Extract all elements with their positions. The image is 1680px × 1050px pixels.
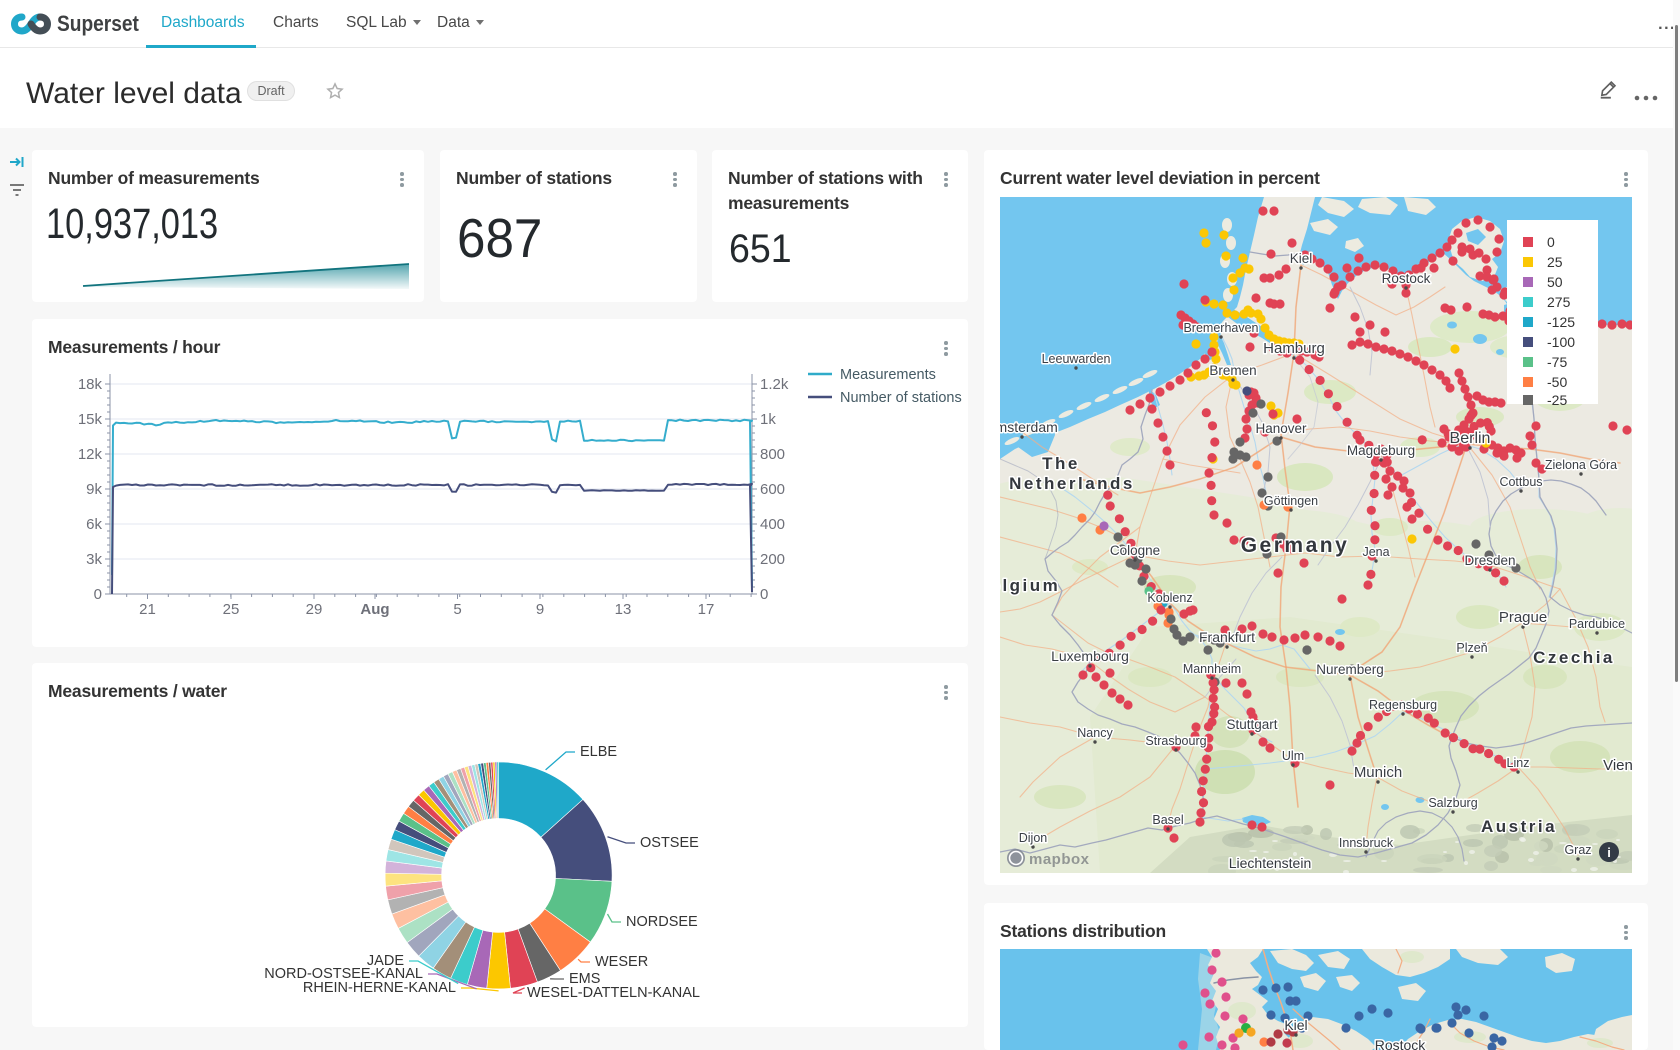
svg-text:Göttingen: Göttingen: [1264, 494, 1318, 508]
svg-text:Leeuwarden: Leeuwarden: [1042, 352, 1111, 366]
svg-text:Vien: Vien: [1603, 757, 1632, 774]
svg-text:Frankfurt: Frankfurt: [1199, 629, 1255, 645]
svg-text:Magdeburg: Magdeburg: [1347, 443, 1415, 458]
svg-text:Ulm: Ulm: [1282, 749, 1304, 763]
svg-text:NORDSEE: NORDSEE: [626, 914, 698, 930]
svg-text:NORD-OSTSEE-KANAL: NORD-OSTSEE-KANAL: [264, 966, 423, 982]
svg-text:Number of stations: Number of stations: [840, 390, 962, 406]
svg-text:i: i: [1607, 845, 1611, 860]
svg-text:Cologne: Cologne: [1110, 543, 1160, 558]
svg-text:Dijon: Dijon: [1019, 831, 1048, 845]
svg-text:WESER: WESER: [595, 954, 648, 970]
svg-text:-25: -25: [1547, 392, 1567, 408]
svg-text:Dresden: Dresden: [1464, 553, 1515, 568]
svg-text:1k: 1k: [760, 411, 776, 428]
svg-text:Munich: Munich: [1354, 764, 1402, 781]
svg-text:50: 50: [1547, 274, 1563, 290]
svg-text:Prague: Prague: [1499, 609, 1547, 626]
svg-text:Netherlands: Netherlands: [1009, 474, 1135, 493]
svg-text:17: 17: [698, 601, 715, 618]
svg-text:JADE: JADE: [367, 953, 404, 969]
svg-text:21: 21: [139, 601, 156, 618]
svg-text:-125: -125: [1547, 314, 1575, 330]
svg-text:5: 5: [453, 601, 461, 618]
svg-text:Measurements: Measurements: [840, 367, 936, 383]
svg-text:275: 275: [1547, 294, 1571, 310]
svg-text:mapbox: mapbox: [1029, 851, 1090, 868]
svg-text:Graz: Graz: [1564, 843, 1591, 857]
svg-text:Mannheim: Mannheim: [1183, 662, 1241, 676]
svg-text:Salzburg: Salzburg: [1428, 796, 1477, 810]
svg-text:Cottbus: Cottbus: [1499, 475, 1542, 489]
svg-text:Czechia: Czechia: [1533, 648, 1615, 667]
svg-text:Luxembourg: Luxembourg: [1051, 648, 1129, 664]
svg-text:Innsbruck: Innsbruck: [1339, 836, 1394, 850]
svg-text:Strasbourg: Strasbourg: [1145, 734, 1206, 748]
svg-text:Pardubice: Pardubice: [1569, 617, 1625, 631]
svg-text:Bremen: Bremen: [1209, 363, 1256, 378]
svg-text:600: 600: [760, 481, 785, 498]
svg-text:400: 400: [760, 516, 785, 533]
svg-text:Hanover: Hanover: [1255, 421, 1307, 436]
svg-text:15k: 15k: [78, 411, 103, 428]
svg-text:Hamburg: Hamburg: [1263, 340, 1325, 357]
svg-text:800: 800: [760, 446, 785, 463]
svg-text:12k: 12k: [78, 446, 103, 463]
svg-text:Kiel: Kiel: [1290, 251, 1313, 266]
svg-text:Liechtenstein: Liechtenstein: [1229, 855, 1312, 871]
svg-text:Jena: Jena: [1362, 545, 1389, 559]
svg-text:The: The: [1042, 454, 1080, 473]
svg-text:Austria: Austria: [1481, 817, 1557, 836]
svg-text:Aug: Aug: [360, 601, 389, 618]
svg-text:OSTSEE: OSTSEE: [640, 835, 699, 851]
svg-text:200: 200: [760, 551, 785, 568]
svg-text:Linz: Linz: [1507, 756, 1530, 770]
svg-text:Berlin: Berlin: [1450, 430, 1491, 447]
svg-text:Regensburg: Regensburg: [1369, 698, 1437, 712]
svg-text:3k: 3k: [86, 551, 102, 568]
svg-text:6k: 6k: [86, 516, 102, 533]
svg-text:EMS: EMS: [569, 971, 600, 987]
svg-text:9: 9: [536, 601, 544, 618]
svg-text:ELBE: ELBE: [580, 744, 617, 760]
svg-text:-75: -75: [1547, 354, 1567, 370]
svg-text:Plzeň: Plzeň: [1456, 641, 1487, 655]
svg-text:Rostock: Rostock: [1375, 1037, 1427, 1050]
svg-text:Bremerhaven: Bremerhaven: [1183, 321, 1258, 335]
svg-text:RHEIN-HERNE-KANAL: RHEIN-HERNE-KANAL: [303, 980, 456, 996]
svg-text:Amsterdam: Amsterdam: [1000, 419, 1058, 435]
svg-text:Stuttgart: Stuttgart: [1226, 717, 1277, 732]
svg-text:Germany: Germany: [1241, 534, 1350, 557]
svg-text:25: 25: [223, 601, 240, 618]
svg-text:-50: -50: [1547, 374, 1567, 390]
svg-text:Nancy: Nancy: [1077, 726, 1113, 740]
svg-text:Rostock: Rostock: [1382, 271, 1431, 286]
svg-text:Basel: Basel: [1152, 813, 1183, 827]
svg-text:9k: 9k: [86, 481, 102, 498]
svg-text:Kiel: Kiel: [1284, 1017, 1307, 1033]
svg-text:18k: 18k: [78, 376, 103, 393]
svg-text:0: 0: [1547, 234, 1555, 250]
svg-text:WESEL-DATTELN-KANAL: WESEL-DATTELN-KANAL: [527, 985, 700, 1001]
svg-text:Nuremberg: Nuremberg: [1316, 662, 1384, 677]
svg-text:29: 29: [306, 601, 323, 618]
svg-text:25: 25: [1547, 254, 1563, 270]
svg-text:0: 0: [760, 586, 768, 603]
svg-text:0: 0: [94, 586, 102, 603]
svg-text:Belgium: Belgium: [1000, 576, 1060, 595]
svg-text:Zielona Góra: Zielona Góra: [1545, 458, 1617, 472]
svg-text:1.2k: 1.2k: [760, 376, 789, 393]
svg-text:13: 13: [615, 601, 632, 618]
svg-text:Koblenz: Koblenz: [1147, 591, 1192, 605]
svg-text:-100: -100: [1547, 334, 1575, 350]
